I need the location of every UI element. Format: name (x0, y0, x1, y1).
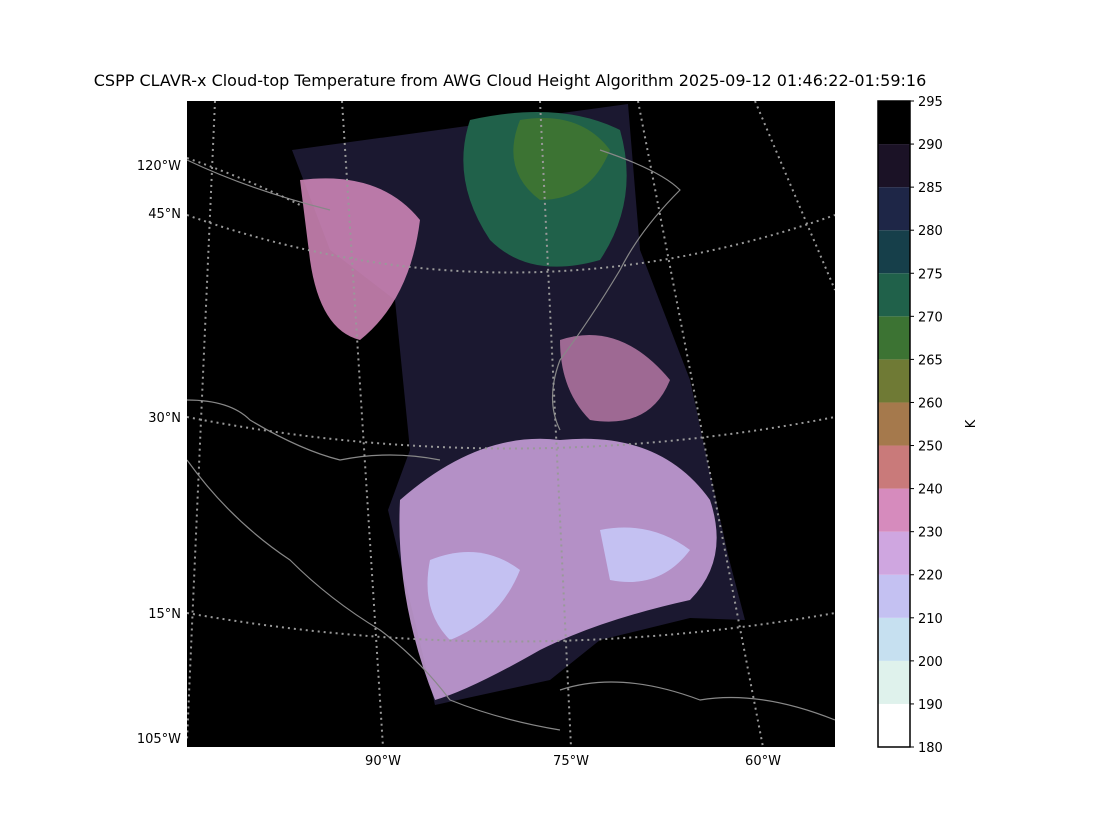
cloud-region (399, 438, 717, 700)
colorbar-bin (878, 273, 910, 317)
coastline (187, 149, 835, 731)
title: CSPP CLAVR-x Cloud-top Temperature from … (94, 71, 927, 90)
axis-label: 30°N (148, 411, 181, 426)
colorbar-bin (878, 359, 910, 403)
colorbar-tick-label: 295 (918, 95, 943, 110)
colorbar-bin (878, 488, 910, 532)
colorbar-bin (878, 703, 910, 747)
colorbar-bin (878, 445, 910, 489)
colorbar-tick-label: 290 (918, 138, 943, 153)
colorbar-tick-label: 285 (918, 181, 943, 196)
graticule (187, 157, 301, 206)
colorbar-tick-label: 265 (918, 353, 943, 368)
colorbar-bin (878, 574, 910, 618)
axis-label: 90°W (365, 754, 401, 769)
graticule (187, 214, 835, 274)
colorbar: 180 190 200 210 220 230 240 250 260 265 270 275 280 2… (877, 95, 943, 756)
cloud-region (427, 552, 520, 640)
colorbar-tick-label: 260 (918, 396, 943, 411)
map (187, 101, 835, 747)
colorbar-bin (878, 660, 910, 704)
axis-label: 75°W (553, 754, 589, 769)
colorbar-bin (878, 144, 910, 188)
colorbar-bin (878, 402, 910, 446)
colorbar-label: K (964, 419, 979, 428)
colorbar-outline (877, 100, 911, 748)
graticule (637, 101, 764, 747)
colorbar-tick-label: 210 (918, 612, 943, 627)
colorbar-tick-label: 270 (918, 310, 943, 325)
colorbar-tick-label: 280 (918, 224, 943, 239)
cloud-region (560, 335, 670, 422)
colorbar-bin (878, 617, 910, 661)
graticule (187, 416, 835, 450)
colorbar-bin (878, 531, 910, 575)
colorbar-tick-label: 240 (918, 483, 943, 498)
axis-label: 15°N (148, 607, 181, 622)
cloud-region (300, 178, 420, 340)
colorbar-tick-label: 250 (918, 440, 943, 455)
axis-label: 105°W (137, 732, 181, 747)
colorbar-bin (878, 101, 910, 145)
colorbar-tick-label: 220 (918, 569, 943, 584)
cloud-region (513, 118, 610, 200)
colorbar-bin (878, 230, 910, 274)
graticule (754, 101, 835, 291)
colorbar-tick-label: 190 (918, 698, 943, 713)
colorbar-tick-label: 230 (918, 526, 943, 541)
graticule (187, 612, 835, 643)
axis-label: 60°W (745, 754, 781, 769)
graticule (187, 101, 216, 741)
colorbar-tick-label: 275 (918, 267, 943, 282)
cloud-region (600, 527, 690, 582)
colorbar-tick-label: 200 (918, 655, 943, 670)
colorbar-bin (878, 187, 910, 231)
axis-label: 45°N (148, 207, 181, 222)
axis-label: 120°W (137, 159, 181, 174)
colorbar-tick-label: 180 (918, 741, 943, 756)
colorbar-bin (878, 316, 910, 360)
